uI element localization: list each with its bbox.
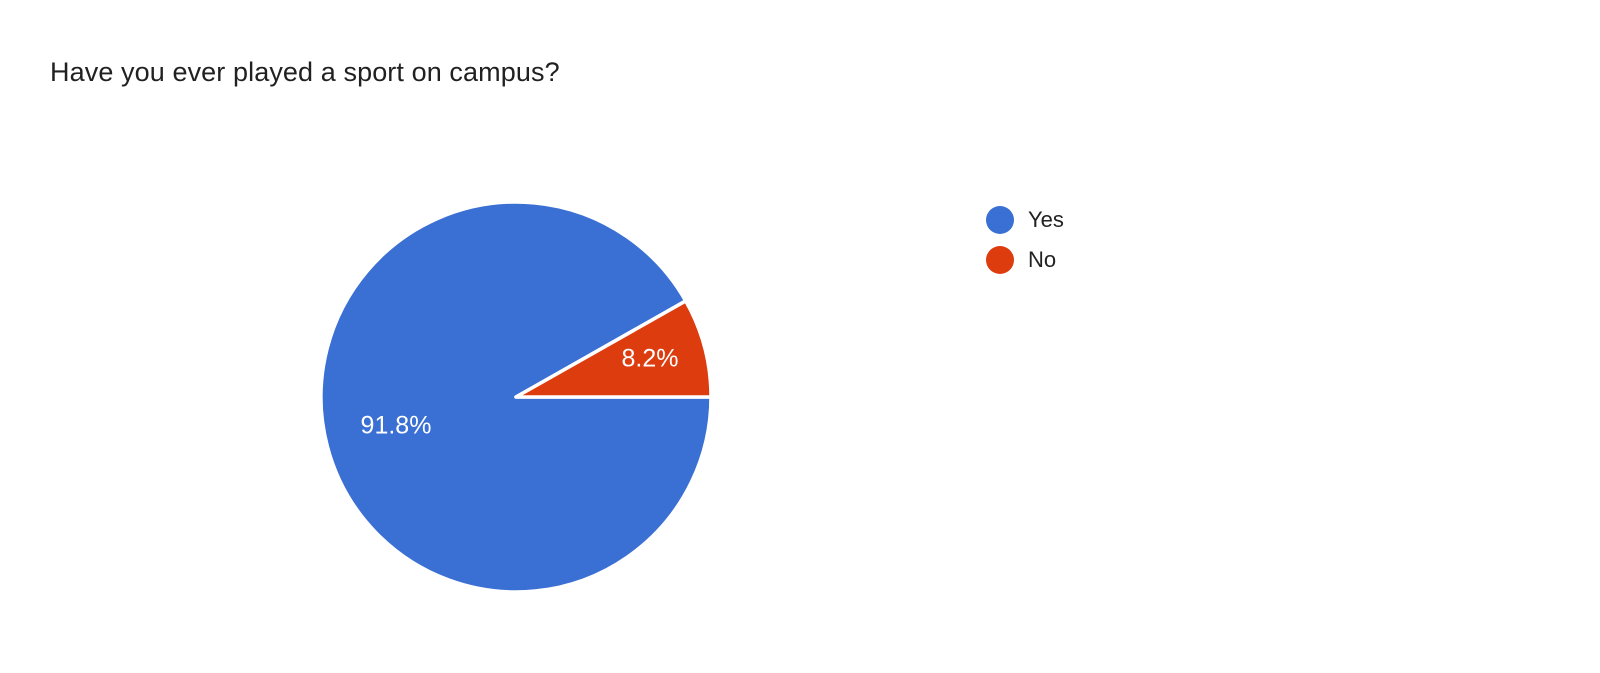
legend-swatch-yes-icon — [986, 206, 1014, 234]
legend-label-yes: Yes — [1028, 207, 1064, 232]
pie-slice-no[interactable] — [514, 299, 713, 399]
legend-item-yes[interactable]: Yes — [986, 200, 1246, 240]
pie-svg: 91.8% 8.2% — [319, 200, 713, 594]
legend-item-no[interactable]: No — [986, 240, 1246, 280]
pie-slice-label-yes: 91.8% — [361, 412, 432, 440]
chart-legend: Yes No — [986, 200, 1246, 280]
legend-label-no: No — [1028, 247, 1057, 272]
pie-plot-area: 91.8% 8.2% — [300, 180, 740, 620]
pie-slices — [319, 200, 713, 594]
pie-slice-labels: 91.8% 8.2% — [361, 345, 679, 440]
legend-swatch-no-icon — [986, 246, 1014, 274]
pie-slice-label-no: 8.2% — [622, 345, 679, 373]
chart-title: Have you ever played a sport on campus? — [50, 57, 560, 87]
